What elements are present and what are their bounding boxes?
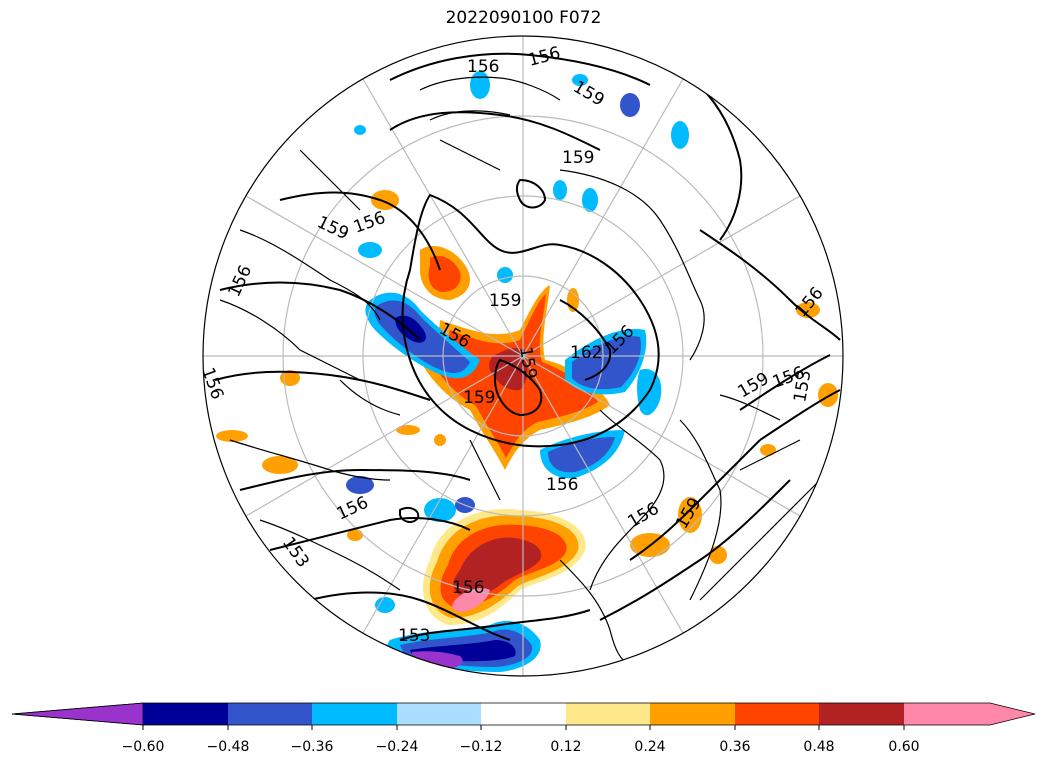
colorbar-segment: [650, 703, 735, 725]
contour-label: 159: [314, 212, 352, 244]
colorbar-tick-label: −0.60: [122, 739, 165, 755]
contour-label: 156: [452, 578, 484, 598]
contour-label: 153: [790, 368, 815, 403]
height-contours: [214, 52, 841, 641]
patch: [572, 74, 588, 86]
colorbar-tick-label: 0.36: [719, 739, 750, 755]
colorbar-tick-label: 0.12: [550, 739, 581, 755]
patch: [280, 370, 300, 386]
patch: [396, 425, 420, 435]
patch: [671, 121, 689, 149]
colorbar-segment: [143, 703, 228, 725]
patch: [470, 71, 490, 99]
colorbar-segment: [735, 703, 819, 725]
map-title: 2022090100 F072: [445, 8, 602, 28]
colorbar-tick-label: 0.24: [634, 739, 665, 755]
contour-label: 156: [224, 262, 256, 300]
positive-anomaly-north-red: [428, 255, 461, 292]
contour-label: 159: [562, 148, 594, 168]
patch: [678, 497, 702, 533]
colorbar-tick-label: −0.24: [376, 739, 419, 755]
contour-label: 156: [526, 43, 563, 71]
contour-label: 156: [197, 365, 227, 402]
contour-label: 162: [570, 343, 602, 363]
colorbar: −0.60 −0.48 −0.36 −0.24 −0.12 0.12 0.24 …: [11, 702, 1036, 755]
colorbar-segment: [397, 703, 481, 725]
negative-anomaly-greenland-blue: [572, 336, 641, 390]
contour-label: 156: [792, 283, 828, 321]
patch: [497, 267, 513, 283]
patch: [358, 242, 382, 258]
colorbar-segment: [312, 703, 397, 725]
positive-anomaly-asia-dark: [453, 537, 542, 598]
patch: [582, 188, 598, 212]
colorbar-tick-label: 0.60: [888, 739, 919, 755]
contour-label: 156: [467, 57, 499, 77]
colorbar-segment: [819, 703, 904, 725]
patch: [216, 430, 248, 442]
contour-label: 156: [334, 493, 372, 525]
colorbar-segment: [228, 703, 312, 725]
patch: [424, 498, 456, 522]
patch: [620, 93, 640, 117]
patch: [354, 125, 366, 135]
contour-label: 156: [625, 499, 663, 533]
patch: [796, 302, 820, 318]
contour-label: 159: [735, 369, 773, 403]
patch: [553, 180, 567, 200]
patch: [818, 383, 838, 407]
colorbar-extend-low: [11, 702, 144, 726]
colorbar-tick-label: −0.12: [460, 739, 503, 755]
patch: [346, 476, 374, 494]
negative-anomaly-canada-blue: [548, 437, 615, 473]
patch: [434, 434, 446, 446]
colorbar-segment: [566, 703, 650, 725]
patch: [760, 444, 776, 456]
colorbar-tick-marks: [142, 725, 905, 730]
map-boundary: [202, 35, 844, 677]
colorbar-segment: [481, 703, 566, 725]
colorbar-extend-high: [904, 703, 1035, 725]
contour-label: 159: [489, 291, 521, 311]
positive-anomaly-asia-peak: [452, 588, 490, 612]
contour-label: 159: [463, 388, 495, 408]
contour-label: 153: [398, 626, 430, 646]
colorbar-tick-label: 0.48: [803, 739, 834, 755]
coastlines: [219, 76, 821, 666]
contour-label: 156: [546, 475, 578, 495]
colorbar-tick-label: −0.48: [207, 739, 250, 755]
patch: [375, 597, 395, 613]
colorbar-tick-label: −0.36: [291, 739, 334, 755]
patch: [262, 456, 298, 474]
contour-label: 156: [351, 208, 388, 238]
